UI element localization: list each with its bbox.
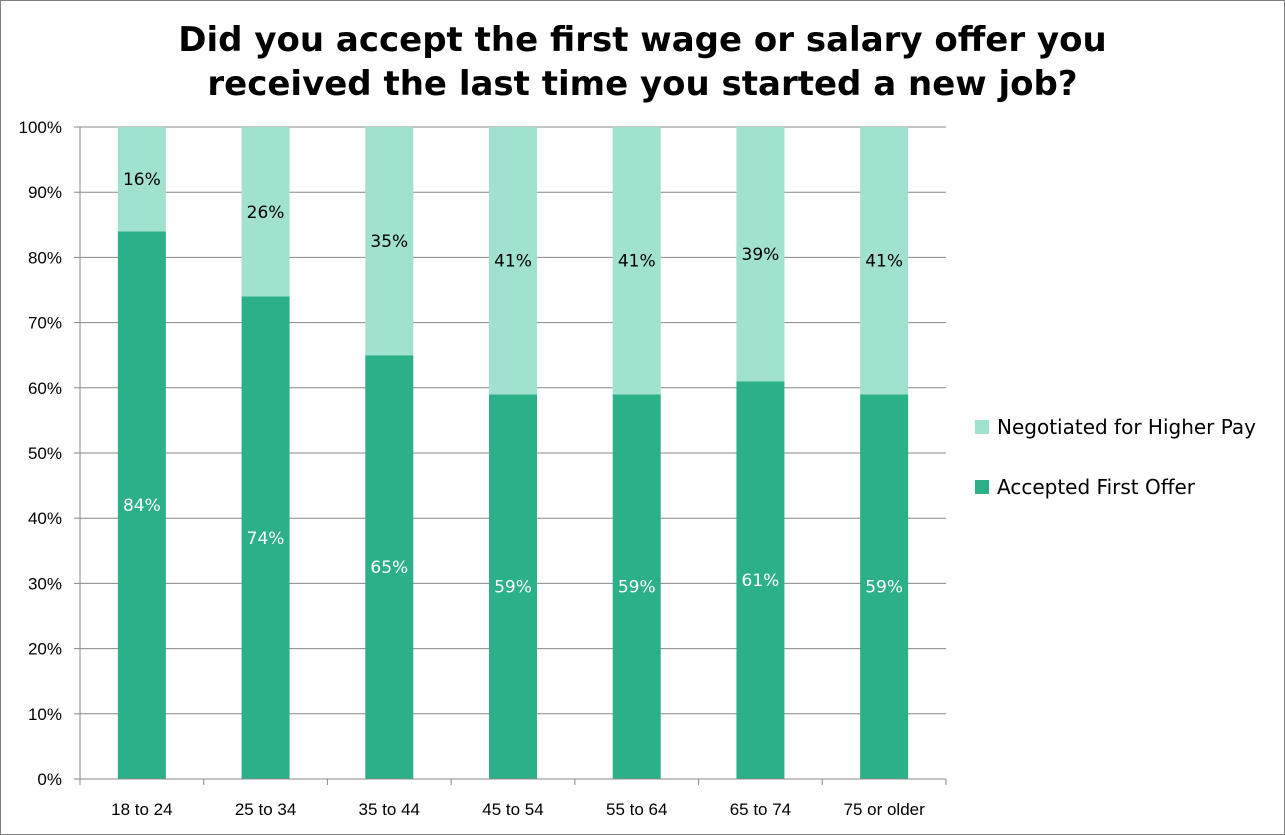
x-tick-label: 18 to 24 — [111, 800, 172, 819]
y-tick-label: 50% — [28, 444, 62, 463]
legend-swatch-accepted — [975, 480, 989, 494]
y-tick-label: 70% — [28, 314, 62, 333]
legend: Negotiated for Higher Pay Accepted First… — [975, 412, 1256, 532]
data-label: 74% — [247, 529, 285, 549]
chart-title-line-1: Did you accept the first wage or salary … — [178, 20, 1107, 60]
chart-title-line-2: received the last time you started a new… — [207, 64, 1078, 104]
y-tick-label: 20% — [28, 640, 62, 659]
data-label: 65% — [370, 558, 408, 578]
bar-negotiated — [117, 127, 166, 232]
data-label: 59% — [494, 578, 532, 598]
data-label: 59% — [618, 578, 656, 598]
bar-negotiated — [489, 127, 537, 395]
bar-accepted — [241, 296, 290, 779]
data-label: 39% — [742, 245, 780, 265]
data-label: 16% — [123, 170, 161, 190]
bar-negotiated — [365, 127, 414, 356]
y-tick-label: 80% — [28, 248, 62, 267]
x-tick-label: 75 or older — [844, 800, 926, 819]
data-label: 26% — [247, 203, 285, 223]
legend-swatch-negotiated — [975, 420, 989, 434]
bar-negotiated — [736, 127, 785, 382]
bar-negotiated — [612, 127, 661, 395]
data-label: 41% — [494, 252, 532, 272]
bar-accepted — [489, 394, 537, 779]
x-tick-label: 65 to 74 — [730, 800, 791, 819]
x-tick-label: 45 to 54 — [482, 800, 543, 819]
y-tick-label: 90% — [28, 183, 62, 202]
y-tick-label: 10% — [28, 705, 62, 724]
data-label: 41% — [865, 252, 903, 272]
x-tick-label: 35 to 44 — [359, 800, 420, 819]
bar-accepted — [860, 394, 909, 779]
legend-item-negotiated: Negotiated for Higher Pay — [975, 412, 1256, 442]
data-label: 84% — [123, 496, 161, 516]
legend-item-accepted: Accepted First Offer — [975, 472, 1256, 502]
data-label: 61% — [742, 571, 780, 591]
y-tick-label: 40% — [28, 509, 62, 528]
data-label: 35% — [370, 232, 408, 252]
y-tick-label: 100% — [19, 118, 62, 137]
y-tick-label: 0% — [37, 770, 62, 789]
bar-negotiated — [241, 127, 290, 297]
x-tick-label: 25 to 34 — [235, 800, 296, 819]
bar-accepted — [365, 355, 414, 779]
x-tick-label: 55 to 64 — [606, 800, 667, 819]
legend-label-accepted: Accepted First Offer — [997, 475, 1196, 499]
data-label: 41% — [618, 252, 656, 272]
chart-title: Did you accept the first wage or salary … — [0, 18, 1285, 106]
bar-accepted — [117, 231, 166, 779]
data-label: 59% — [865, 578, 903, 598]
y-tick-label: 30% — [28, 574, 62, 593]
legend-label-negotiated: Negotiated for Higher Pay — [997, 415, 1257, 439]
bar-accepted — [612, 394, 661, 779]
bar-accepted — [736, 381, 785, 779]
bar-negotiated — [860, 127, 909, 395]
y-tick-label: 60% — [28, 379, 62, 398]
